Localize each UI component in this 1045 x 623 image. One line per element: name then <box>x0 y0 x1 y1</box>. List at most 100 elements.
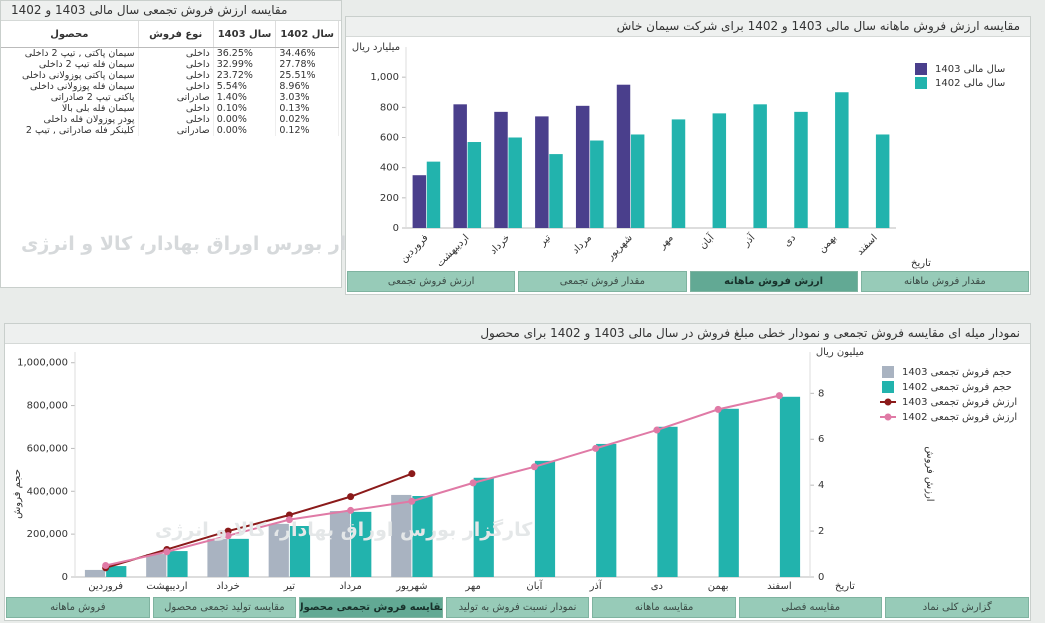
legend-marker <box>884 398 892 406</box>
legend-swatch <box>915 77 927 89</box>
x-tick-label: فروردین <box>88 581 123 592</box>
point <box>775 392 783 400</box>
y-tick-label: 400,000 <box>27 486 68 497</box>
tab[interactable]: مقایسه فصلی <box>738 597 883 618</box>
legend-marker <box>884 413 892 421</box>
bar <box>494 111 508 228</box>
y2-unit: میلیون ریال <box>816 347 864 358</box>
tab[interactable]: ارزش فروش تجمعی <box>347 271 516 292</box>
bar <box>453 104 467 228</box>
bar <box>351 511 372 577</box>
point <box>102 562 110 570</box>
x-tick-label: اردیبهشت <box>146 581 187 592</box>
point <box>530 463 538 471</box>
table-cell: داخلی <box>138 70 214 81</box>
table-cell: داخلی <box>138 81 214 92</box>
x-tick-label: تیر <box>537 232 554 249</box>
bar <box>616 84 631 228</box>
table-row: سیمان فله بلی بالا داخلی 0.10% 0.13% <box>1 103 339 114</box>
x-tick-label: شهریور <box>604 232 635 263</box>
table-cell: صادراتی <box>138 125 214 136</box>
table-panel: مقایسه ارزش فروش تجمعی سال مالی 1403 و 1… <box>0 0 398 288</box>
bar <box>289 526 311 577</box>
bar <box>535 116 549 228</box>
tab[interactable]: مقدار فروش ماهانه <box>860 271 1029 292</box>
table-cell: 0.00% <box>213 114 277 125</box>
y-tick-label: 200,000 <box>27 529 68 540</box>
y-tick-label: 600 <box>380 133 399 144</box>
legend-label: ارزش فروش تجمعی 1402 <box>902 412 1017 423</box>
bar <box>712 113 727 228</box>
y2-tick-label: 2 <box>818 526 824 537</box>
point <box>347 493 355 501</box>
table-cell: 36.25% <box>213 47 277 59</box>
y-tick-label: 200 <box>380 193 399 204</box>
bar <box>779 396 801 577</box>
bar <box>146 554 167 577</box>
bar <box>329 511 351 577</box>
tab[interactable]: گزارش کلی نماد <box>885 597 1030 618</box>
bar <box>794 111 808 228</box>
point <box>469 479 477 487</box>
legend-label: سال مالی 1402 <box>935 78 1005 89</box>
x-tick-label: بهمن <box>708 581 729 592</box>
y-tick-label: 600,000 <box>27 443 68 454</box>
bar <box>596 443 617 577</box>
x-tick-label: مرداد <box>339 581 362 592</box>
y2-axis-title: ارزش فروش <box>924 446 935 501</box>
point <box>408 470 416 478</box>
table-row: پودر پوزولان فله داخلی داخلی 0.00% 0.02% <box>1 114 339 125</box>
bar <box>467 142 482 228</box>
panel-title: نمودار میله ای مقایسه فروش تجمعی و نمودا… <box>5 324 1030 344</box>
table-cell: داخلی <box>138 59 214 70</box>
legend-label: حجم فروش تجمعی 1403 <box>902 367 1012 378</box>
y-tick-label: 800 <box>380 102 399 113</box>
y-axis-title: حجم فروش <box>12 469 23 519</box>
tab[interactable]: مقایسه فروش تجمعی محصول <box>299 597 443 618</box>
x-tick-label: بهمن <box>817 232 839 254</box>
table-row: سیمان پاکتی پوزولانی داخلی داخلی 23.72% 25.… <box>1 70 339 81</box>
watermark: کارگزار بورس اوراق بهادار، کالا و انرژی <box>155 519 533 541</box>
line <box>105 472 413 569</box>
y-axis-title: میلیارد ریال <box>352 42 400 53</box>
table-cell: داخلی <box>138 114 214 125</box>
bar <box>753 104 767 228</box>
table-cell: داخلی <box>138 47 214 59</box>
x-axis-title: تاریخ <box>911 258 931 269</box>
tab[interactable]: مقایسه تولید تجمعی محصول <box>152 597 297 618</box>
x-tick-label: اسفند <box>855 232 880 257</box>
bar <box>391 494 412 577</box>
column-header: سال 1403 <box>213 21 277 48</box>
tab[interactable]: مقایسه ماهانه <box>592 597 736 618</box>
point <box>163 548 171 556</box>
table-row: کلینکر فله صادراتی , تیپ 2 صادراتی 0.00% 0.… <box>1 125 339 136</box>
tab[interactable]: ارزش فروش ماهانه <box>689 271 858 292</box>
y-tick-label: 1,000,000 <box>17 358 68 369</box>
share-table: محصول نوع فروش سال 1403 سال 1402 سیمان پاکتی… <box>1 21 339 136</box>
table-row: سیمان فله پوزولانی داخلی داخلی 5.54% 8.96% <box>1 81 339 92</box>
x-tick-label: شهریور <box>395 581 427 592</box>
bar <box>549 154 563 228</box>
point <box>714 405 722 413</box>
table-cell: 27.78% <box>275 59 339 70</box>
bar <box>84 569 106 577</box>
tab[interactable]: مقدار فروش تجمعی <box>518 271 687 292</box>
legend-label: حجم فروش تجمعی 1402 <box>902 382 1012 393</box>
table-cell: 0.12% <box>275 125 339 136</box>
table-cell: سیمان پاکتی پوزولانی داخلی <box>1 70 139 81</box>
tab-bar: فروش ماهانه مقایسه تولید تجمعی محصول مقایس… <box>6 597 1030 618</box>
tab[interactable]: فروش ماهانه <box>6 597 150 618</box>
x-tick-label: مرداد <box>570 232 594 256</box>
y-tick-label: 400 <box>380 163 399 174</box>
table-cell: 25.51% <box>275 70 339 81</box>
tab[interactable]: نمودار نسبت فروش به تولید <box>445 597 590 618</box>
point <box>347 506 355 514</box>
table-row: سیمان پاکتی , تیپ 2 داخلی داخلی 36.25% 34.4… <box>1 47 339 59</box>
table-cell: 8.96% <box>275 81 339 92</box>
x-tick-label: تیر <box>283 581 296 592</box>
cumulative-chart-panel: نمودار میله ای مقایسه فروش تجمعی و نمودا… <box>4 323 1031 621</box>
tab-bar: ارزش فروش تجمعی مقدار فروش تجمعی ارزش فروش… <box>347 271 1029 292</box>
bar <box>575 105 590 228</box>
x-tick-label: دی <box>782 232 798 248</box>
column-header: سال 1402 <box>275 21 339 48</box>
